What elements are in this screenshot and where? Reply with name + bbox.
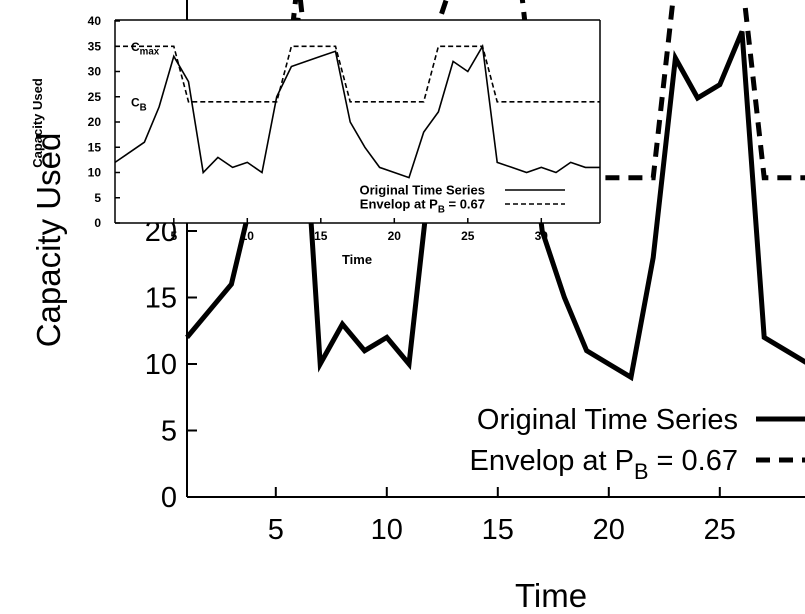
x-tick-label: 15 [314,229,328,243]
inset-chart: 0 5 10 15 20 25 30 35 40 5 10 15 20 25 30 Time Capacity … [30,14,601,267]
x-tick-label: 5 [268,514,284,546]
legend-label-1: Original Time Series [477,404,738,436]
x-tick-label: 25 [461,229,475,243]
series-line-2 [115,45,601,103]
y-tick-label: 0 [94,216,101,230]
legend-label-2: Envelop at PB = 0.67 [470,445,738,484]
y-tick-label: 0 [161,482,177,514]
x-tick-label: 30 [535,229,549,243]
y-tick-label: 15 [145,283,177,315]
x-tick-label: 15 [482,514,514,546]
x-tick-label: 5 [170,229,177,243]
legend-label-1: Original Time Series [360,183,485,198]
y-tick-label: 25 [88,90,102,104]
y-tick-label: 30 [88,65,102,79]
y-axis-label: Capacity Used [30,78,45,168]
y-tick-label: 35 [88,39,102,53]
series-line-1 [114,43,601,179]
x-tick-label: 25 [704,514,736,546]
plot-background [115,20,600,223]
y-tick-label: 5 [161,416,177,448]
x-tick-label: 20 [593,514,625,546]
y-tick-label: 15 [88,140,102,154]
y-tick-label: 5 [94,191,101,205]
y-tick-label: 10 [88,166,102,180]
y-tick-label: 10 [145,349,177,381]
x-tick-label: 10 [241,229,255,243]
y-tick-label: 40 [88,14,102,28]
reference-label-b: CB [131,95,147,113]
y-tick-label: 20 [88,115,102,129]
x-axis-label: Time [342,252,372,267]
legend-label-2: Envelop at PB = 0.67 [360,197,485,216]
x-tick-label: 20 [388,229,402,243]
x-axis-label: Time [515,577,587,614]
x-tick-label: 10 [371,514,403,546]
y-axis-label: Capacity Used [30,133,67,348]
